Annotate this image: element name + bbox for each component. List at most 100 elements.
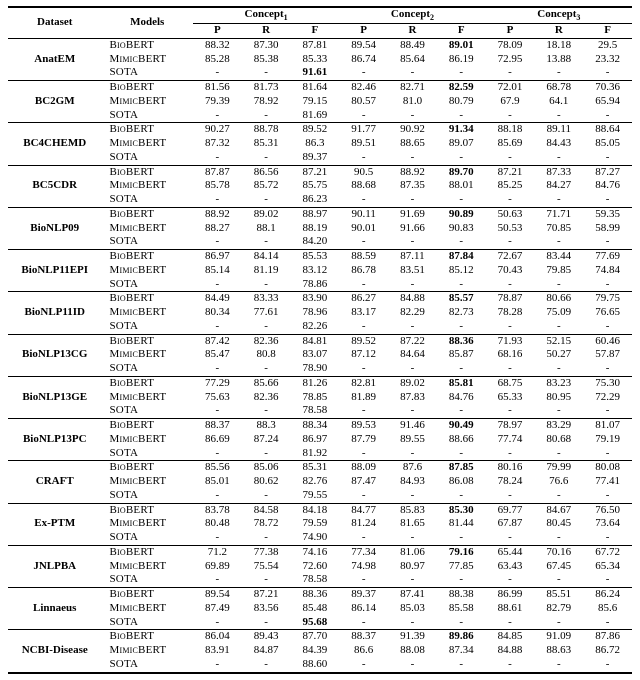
value-cell: 89.11 <box>534 123 583 137</box>
value-cell: 88.36 <box>291 588 340 602</box>
value-cell: - <box>242 531 291 545</box>
value-cell: 87.41 <box>388 588 437 602</box>
value-cell: 83.56 <box>242 602 291 616</box>
value-cell: 84.76 <box>583 179 632 193</box>
value-cell: 90.01 <box>339 222 388 236</box>
model-cell: MimicBERT <box>101 137 192 151</box>
value-cell: 83.44 <box>534 250 583 264</box>
value-cell: 77.74 <box>486 433 535 447</box>
value-cell: - <box>486 489 535 503</box>
value-cell: - <box>437 573 486 587</box>
value-cell: - <box>534 531 583 545</box>
value-cell: - <box>388 447 437 461</box>
value-cell: - <box>486 320 535 334</box>
value-cell: - <box>388 66 437 80</box>
value-cell: - <box>339 278 388 292</box>
value-cell: - <box>583 531 632 545</box>
value-cell: - <box>388 616 437 630</box>
table-row: BioNLP13GEBioBERT77.2985.6681.2682.8189.… <box>8 377 632 391</box>
value-cell: - <box>193 362 242 376</box>
value-cell: 91.66 <box>388 222 437 236</box>
value-cell: 87.34 <box>437 644 486 658</box>
value-cell: 91.09 <box>534 630 583 644</box>
header-metric-r-1: R <box>242 24 291 39</box>
value-cell: 73.64 <box>583 517 632 531</box>
value-cell: 88.65 <box>388 137 437 151</box>
value-cell: 79.75 <box>583 292 632 306</box>
value-cell: 86.24 <box>583 588 632 602</box>
value-cell: 87.24 <box>242 433 291 447</box>
value-cell: 84.81 <box>291 335 340 349</box>
value-cell: 88.61 <box>486 602 535 616</box>
value-cell: - <box>339 658 388 673</box>
value-cell: 88.64 <box>583 123 632 137</box>
value-cell: 87.85 <box>437 461 486 475</box>
value-cell: - <box>486 151 535 165</box>
value-cell: 84.76 <box>437 391 486 405</box>
dataset-label: Ex-PTM <box>8 504 101 546</box>
value-cell: 72.01 <box>486 81 535 95</box>
value-cell: 85.57 <box>437 292 486 306</box>
value-cell: 67.9 <box>486 95 535 109</box>
value-cell: 88.1 <box>242 222 291 236</box>
value-cell: - <box>242 66 291 80</box>
model-cell: BioBERT <box>101 419 192 433</box>
value-cell: 67.87 <box>486 517 535 531</box>
model-cell: MimicBERT <box>101 348 192 362</box>
value-cell: 82.26 <box>291 320 340 334</box>
table-row: Ex-PTMBioBERT83.7884.5884.1884.7785.8385… <box>8 504 632 518</box>
value-cell: 85.06 <box>242 461 291 475</box>
value-cell: - <box>583 658 632 673</box>
value-cell: - <box>339 573 388 587</box>
value-cell: 91.34 <box>437 123 486 137</box>
value-cell: - <box>583 362 632 376</box>
table-row: SOTA--91.61------ <box>8 66 632 80</box>
value-cell: 88.34 <box>291 419 340 433</box>
header-metric-p-2: P <box>339 24 388 39</box>
value-cell: 84.64 <box>388 348 437 362</box>
model-cell: MimicBERT <box>101 222 192 236</box>
value-cell: - <box>339 404 388 418</box>
header-metric-f-2: F <box>437 24 486 39</box>
value-cell: 85.66 <box>242 377 291 391</box>
value-cell: 87.12 <box>339 348 388 362</box>
value-cell: 82.81 <box>339 377 388 391</box>
value-cell: - <box>534 616 583 630</box>
value-cell: 80.45 <box>534 517 583 531</box>
value-cell: 85.6 <box>583 602 632 616</box>
table-row: MimicBERT87.3285.3186.389.5188.6589.0785… <box>8 137 632 151</box>
value-cell: 89.54 <box>339 38 388 52</box>
header-metric-p-3: P <box>486 24 535 39</box>
value-cell: 87.70 <box>291 630 340 644</box>
value-cell: - <box>388 531 437 545</box>
value-cell: 86.6 <box>339 644 388 658</box>
value-cell: 80.34 <box>193 306 242 320</box>
model-cell: BioBERT <box>101 461 192 475</box>
table-row: BioNLP13PCBioBERT88.3788.388.3489.5391.4… <box>8 419 632 433</box>
value-cell: - <box>339 193 388 207</box>
value-cell: 72.29 <box>583 391 632 405</box>
value-cell: 88.09 <box>339 461 388 475</box>
value-cell: 80.08 <box>583 461 632 475</box>
value-cell: 84.49 <box>193 292 242 306</box>
value-cell: - <box>534 489 583 503</box>
value-cell: 90.89 <box>437 208 486 222</box>
table-row: MimicBERT69.8975.5472.6074.9880.9777.856… <box>8 560 632 574</box>
value-cell: 85.72 <box>242 179 291 193</box>
model-cell: MimicBERT <box>101 517 192 531</box>
header-metric-r-2: R <box>388 24 437 39</box>
value-cell: 83.23 <box>534 377 583 391</box>
value-cell: 84.39 <box>291 644 340 658</box>
model-cell: BioBERT <box>101 377 192 391</box>
value-cell: 89.07 <box>437 137 486 151</box>
dataset-label: BC2GM <box>8 81 101 123</box>
value-cell: 81.65 <box>388 517 437 531</box>
value-cell: - <box>242 573 291 587</box>
header-concept-2: Concept2 <box>339 7 485 24</box>
value-cell: 69.89 <box>193 560 242 574</box>
table-row: BC5CDRBioBERT87.8786.5687.2190.588.9289.… <box>8 166 632 180</box>
value-cell: 82.36 <box>242 391 291 405</box>
value-cell: 86.19 <box>437 53 486 67</box>
value-cell: 81.44 <box>437 517 486 531</box>
header-concept-3-label: Concept <box>537 8 576 20</box>
